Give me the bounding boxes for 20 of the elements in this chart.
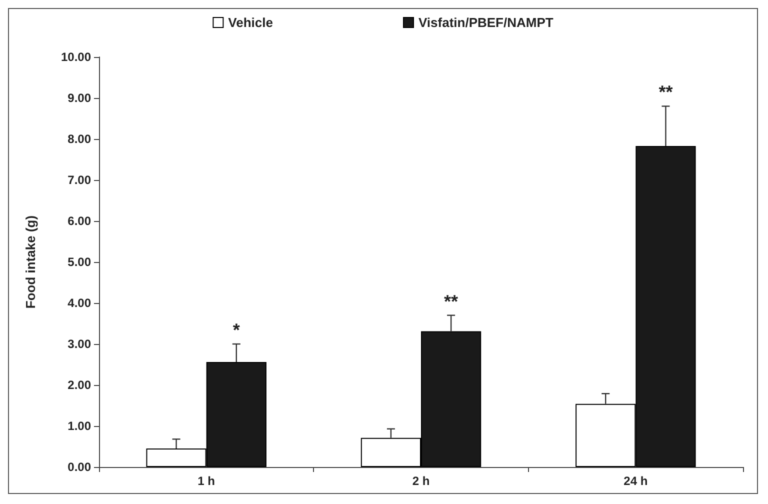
annotation: * xyxy=(232,320,240,340)
y-axis-title: Food intake (g) xyxy=(23,215,38,309)
legend-label: Vehicle xyxy=(228,15,273,30)
y-tick-label: 2.00 xyxy=(68,378,92,392)
y-tick-label: 0.00 xyxy=(68,460,92,474)
y-tick-label: 4.00 xyxy=(68,296,92,310)
y-tick-label: 7.00 xyxy=(68,173,92,187)
x-tick-label: 1 h xyxy=(198,474,216,488)
y-tick-label: 5.00 xyxy=(68,255,92,269)
x-tick-label: 2 h xyxy=(412,474,430,488)
y-tick-label: 10.00 xyxy=(60,50,92,64)
y-tick-label: 9.00 xyxy=(68,91,92,105)
y-tick-label: 3.00 xyxy=(68,337,92,351)
y-tick-label: 6.00 xyxy=(68,214,92,228)
annotation: ** xyxy=(444,291,458,312)
annotation: ** xyxy=(658,82,673,102)
y-tick-label: 8.00 xyxy=(68,132,92,146)
legend-label: Visfatin/PBEF/NAMPT xyxy=(418,15,554,30)
y-tick-label: 1.00 xyxy=(68,419,92,433)
x-tick-label: 24 h xyxy=(624,474,648,488)
